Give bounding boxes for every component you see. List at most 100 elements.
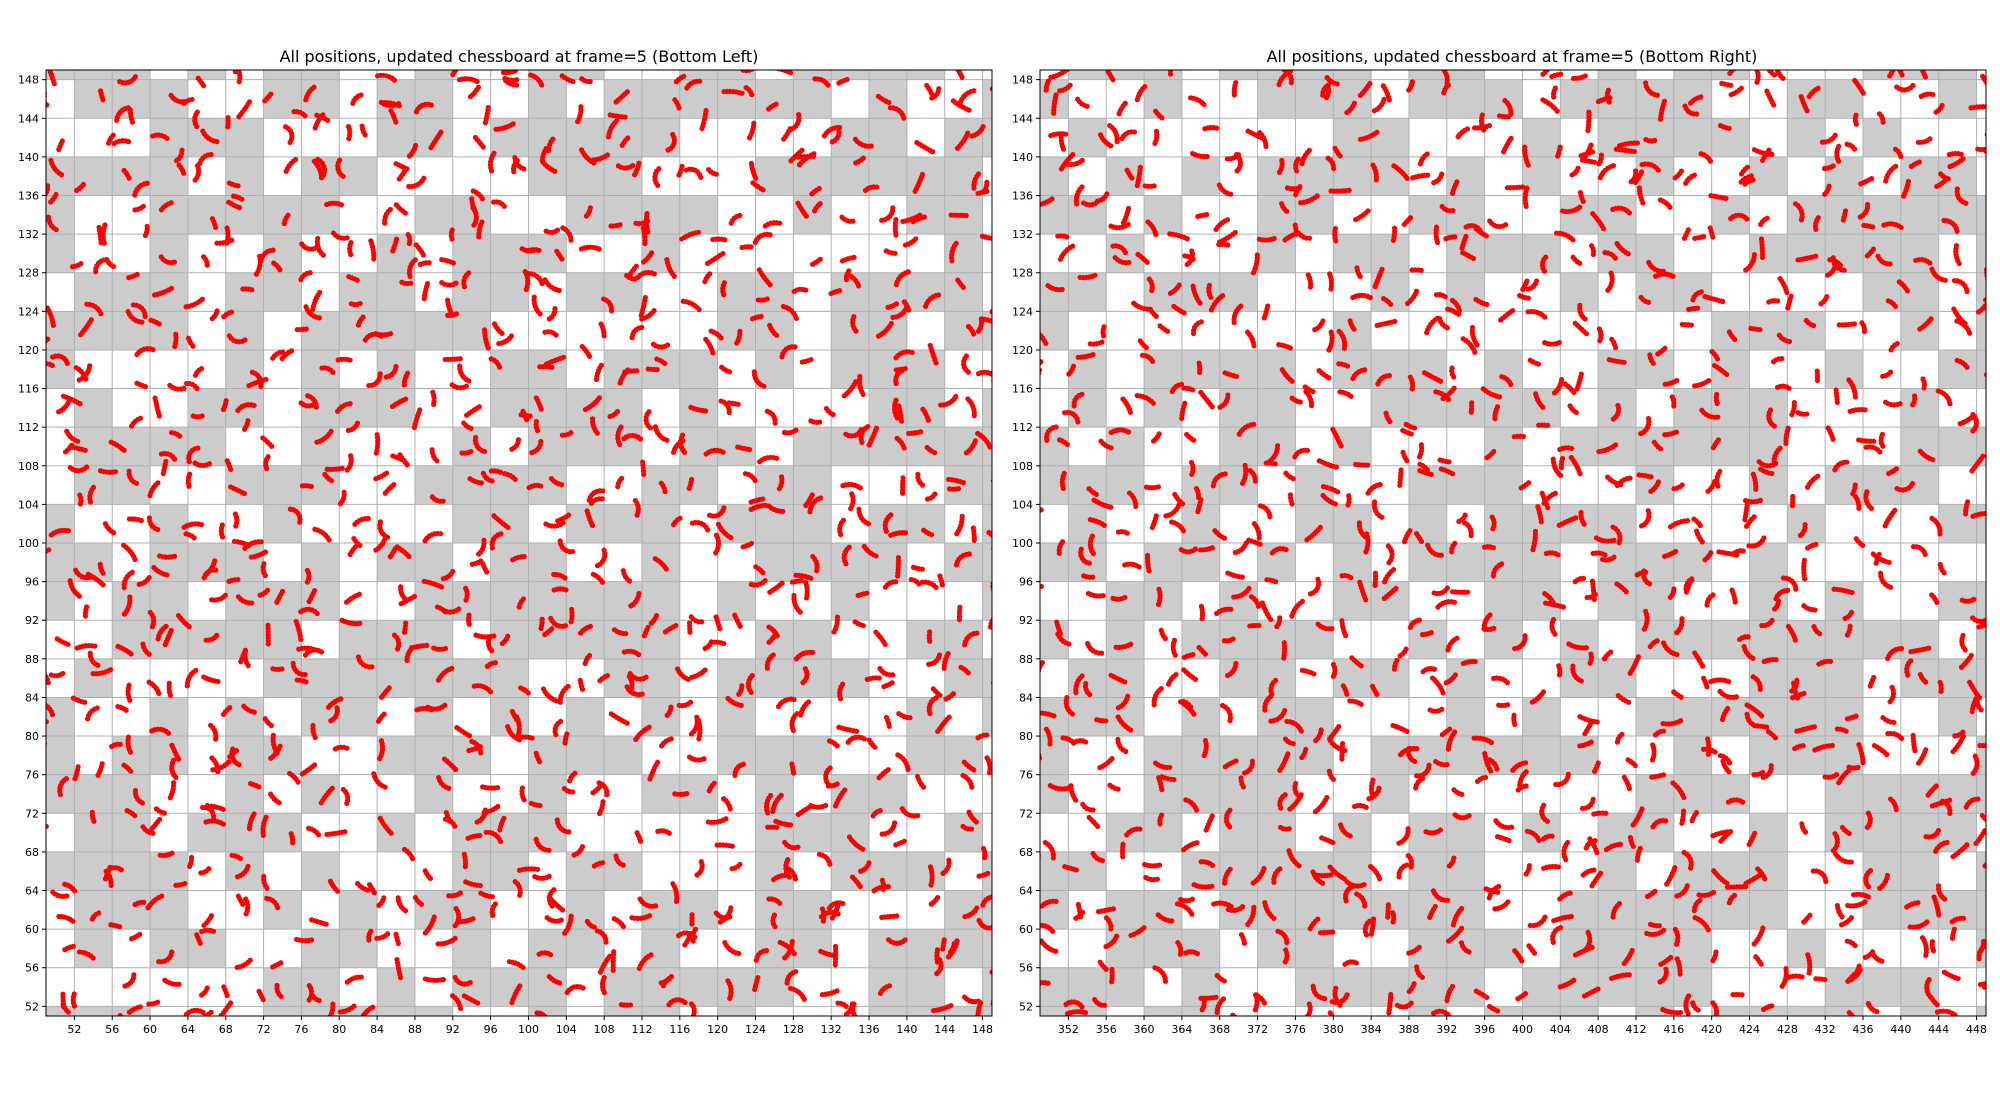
board-cell [414, 195, 453, 235]
board-cell [301, 658, 340, 698]
data-point [144, 62, 149, 67]
data-point [457, 363, 463, 369]
board-cell [263, 967, 302, 1007]
board-cell [112, 813, 151, 852]
data-point [238, 70, 241, 71]
data-point [725, 695, 731, 702]
data-point [391, 482, 397, 488]
data-point [404, 597, 410, 603]
data-point [586, 353, 593, 360]
data-point [122, 983, 128, 989]
data-point [46, 151, 47, 153]
data-point [200, 60, 205, 65]
board-cell [831, 967, 870, 1007]
data-point [688, 1001, 695, 1007]
data-point [676, 105, 682, 111]
data-point [447, 1044, 452, 1049]
data-point [235, 183, 241, 189]
data-point [200, 804, 206, 811]
data-point [270, 355, 276, 361]
data-point [373, 547, 379, 553]
data-point [46, 823, 49, 830]
data-point [403, 620, 409, 626]
data-point [520, 964, 526, 971]
data-point [394, 956, 400, 963]
data-point [559, 256, 565, 262]
data-point [625, 135, 631, 141]
data-point [214, 139, 220, 145]
data-point [467, 94, 474, 100]
data-point [283, 168, 289, 174]
data-point [83, 376, 89, 382]
data-point [663, 1030, 668, 1035]
data-point [33, 92, 38, 97]
data-point [546, 316, 552, 322]
data-point [610, 967, 616, 973]
board-cell [263, 234, 302, 273]
data-point [341, 489, 347, 495]
data-point [231, 43, 236, 48]
data-point [98, 239, 104, 246]
data-point [182, 880, 188, 887]
data-point [132, 74, 139, 80]
data-point [686, 485, 692, 492]
data-point [565, 683, 571, 689]
data-point [479, 219, 485, 225]
data-point [26, 335, 31, 340]
data-point [117, 741, 123, 747]
data-point [648, 952, 654, 958]
data-point [789, 938, 795, 945]
data-point [474, 78, 480, 84]
data-point [598, 321, 604, 327]
board-cell [641, 1006, 680, 1016]
data-point [621, 649, 627, 655]
data-point [234, 65, 239, 70]
data-point [505, 524, 511, 531]
data-point [655, 1019, 660, 1024]
data-point [74, 1042, 79, 1047]
data-point [387, 206, 393, 213]
board-cell [604, 70, 642, 80]
data-point [318, 649, 325, 655]
data-point [260, 435, 266, 441]
data-point [417, 261, 423, 268]
data-point [173, 158, 180, 164]
board-cell [717, 465, 756, 505]
data-point [181, 385, 187, 391]
board-cell [717, 1006, 756, 1016]
board-cell [679, 1006, 718, 1016]
data-point [193, 667, 199, 673]
board-cell [112, 504, 151, 543]
data-point [742, 471, 748, 477]
board-cell [528, 1006, 567, 1016]
board-cell [566, 118, 605, 157]
data-point [40, 84, 45, 89]
board-cell [452, 234, 491, 273]
data-point [468, 425, 474, 431]
data-point [509, 1000, 515, 1006]
board-cell [225, 697, 264, 737]
data-point [232, 70, 238, 75]
data-point [97, 468, 104, 474]
board-cell [982, 581, 992, 621]
board-cell [755, 543, 794, 582]
data-point [502, 471, 508, 477]
data-point [651, 271, 657, 277]
board-cell [793, 890, 832, 930]
data-point [378, 99, 384, 105]
board-cell [46, 504, 75, 543]
data-point [780, 508, 786, 514]
board-cell [74, 890, 113, 930]
board-cell [566, 697, 605, 737]
data-point [485, 105, 491, 111]
data-point [732, 772, 738, 779]
data-point [62, 449, 69, 455]
data-point [144, 223, 150, 230]
data-point [472, 134, 479, 141]
board-cell [679, 929, 718, 968]
board-cell [74, 311, 113, 350]
board-cell [869, 504, 907, 543]
data-point [83, 63, 88, 68]
data-point [46, 58, 51, 63]
data-point [673, 898, 680, 905]
